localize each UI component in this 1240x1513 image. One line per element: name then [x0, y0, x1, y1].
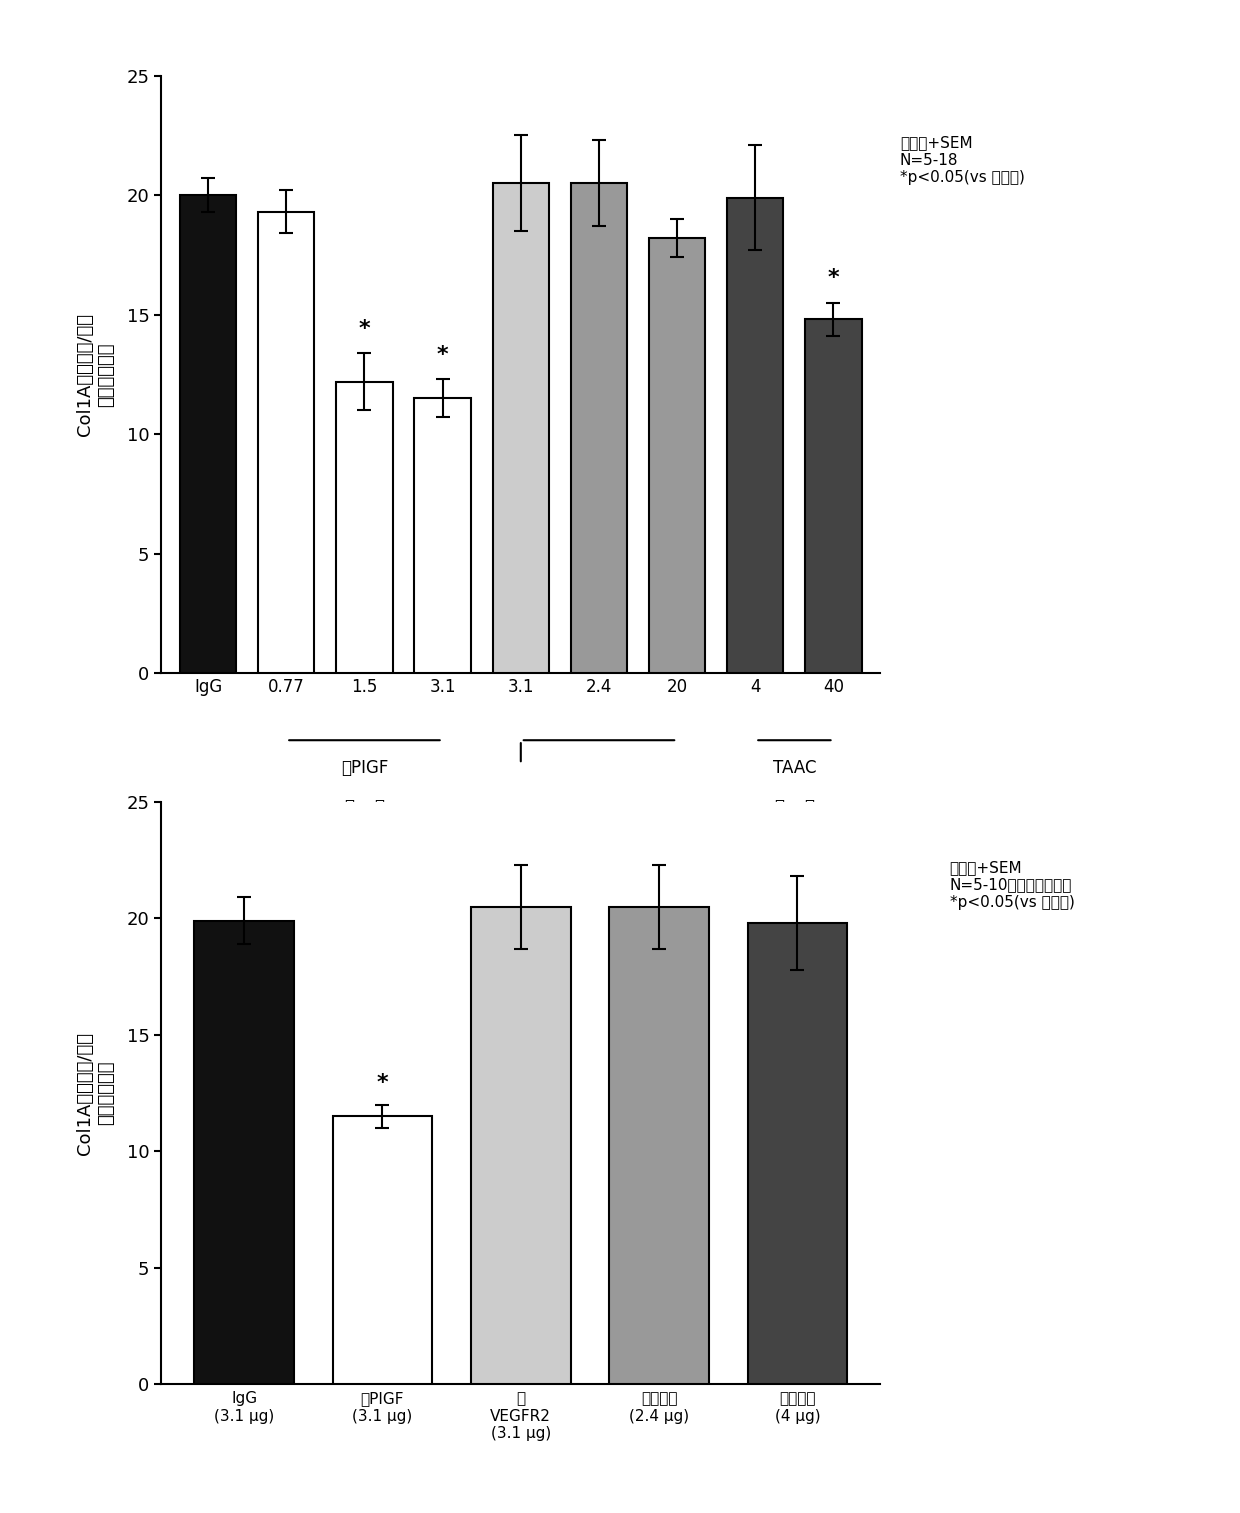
- Bar: [649, 238, 706, 673]
- Text: （μg）: （μg）: [583, 870, 624, 887]
- Text: 平均值+SEM
N=5-18
*p<0.05(vs 缓冲液): 平均值+SEM N=5-18 *p<0.05(vs 缓冲液): [900, 135, 1024, 185]
- Text: *: *: [358, 319, 371, 339]
- Text: *: *: [827, 268, 839, 289]
- Text: （μg）: （μg）: [774, 797, 815, 816]
- Y-axis label: Col1A阳性区域/总的
激光光点区域: Col1A阳性区域/总的 激光光点区域: [77, 1032, 115, 1154]
- Text: 抗PIGF: 抗PIGF: [341, 760, 388, 778]
- Text: （μg）: （μg）: [343, 797, 384, 816]
- Bar: [727, 198, 784, 673]
- Bar: [492, 183, 549, 673]
- Bar: [180, 195, 237, 673]
- Bar: [748, 923, 847, 1384]
- Text: A: A: [511, 924, 531, 953]
- Text: TAAC: TAAC: [773, 760, 816, 778]
- Text: 抗VEGFR2: 抗VEGFR2: [560, 855, 637, 873]
- Bar: [336, 381, 393, 673]
- Y-axis label: Col1A阳性区域/总的
激光光点区域: Col1A阳性区域/总的 激光光点区域: [77, 313, 115, 436]
- Bar: [805, 319, 862, 673]
- Text: 平均值+SEM
N=5-10（每一次实验）
*p<0.05(vs 缓冲液): 平均值+SEM N=5-10（每一次实验） *p<0.05(vs 缓冲液): [950, 859, 1074, 909]
- Text: *: *: [377, 1073, 388, 1092]
- Bar: [609, 906, 709, 1384]
- Bar: [414, 398, 471, 673]
- Text: 阿柏西普: 阿柏西普: [583, 831, 622, 849]
- Text: *: *: [436, 345, 449, 365]
- Bar: [258, 212, 315, 673]
- Bar: [471, 906, 570, 1384]
- Bar: [570, 183, 627, 673]
- Bar: [332, 1117, 433, 1384]
- Text: （μg）: （μg）: [579, 893, 620, 911]
- Bar: [195, 921, 294, 1384]
